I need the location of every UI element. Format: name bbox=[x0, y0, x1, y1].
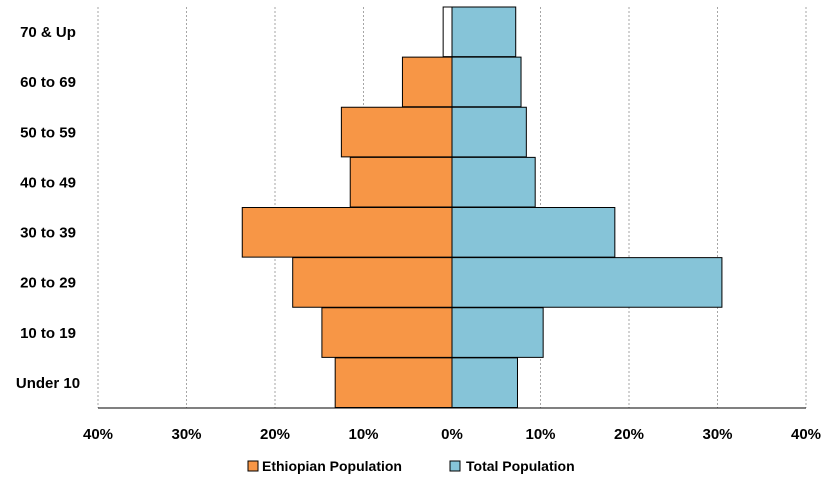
category-label-3: 30 to 39 bbox=[20, 225, 76, 242]
category-label-2: 20 to 29 bbox=[20, 275, 76, 292]
category-label-6: 60 to 69 bbox=[20, 74, 76, 91]
bar-total-1 bbox=[451, 307, 544, 358]
x-tick-label-0: 40% bbox=[83, 426, 113, 443]
legend-swatch-0 bbox=[247, 460, 259, 472]
axes bbox=[98, 7, 806, 409]
y-tick-labels: Under 10 10 to 19 20 to 29 30 to 39 40 to 49… bbox=[16, 24, 80, 392]
x-tick-labels: 40% 30% 20% 10% 0% 10% 20% 30% 40% bbox=[83, 426, 821, 443]
x-tick-label-6: 20% bbox=[614, 426, 644, 443]
legend: Ethiopian Population Total Population bbox=[247, 458, 575, 474]
bar-ethiopian-1 bbox=[321, 307, 453, 358]
bar-ethiopian-2 bbox=[292, 257, 453, 308]
bar-total-6 bbox=[451, 56, 522, 108]
category-label-1: 10 to 19 bbox=[20, 325, 76, 342]
bar-total-0 bbox=[451, 357, 518, 408]
bar-ethiopian-6 bbox=[401, 56, 453, 108]
category-label-0: Under 10 bbox=[16, 375, 80, 392]
bar-total-4 bbox=[451, 156, 536, 208]
legend-swatch-1 bbox=[449, 460, 461, 472]
bar-ethiopian-7 bbox=[442, 6, 453, 58]
bar-total-7 bbox=[451, 6, 517, 58]
bar-total-5 bbox=[451, 106, 527, 158]
x-tick-label-4: 0% bbox=[441, 426, 463, 443]
bar-total-2 bbox=[451, 257, 723, 308]
bar-total-3 bbox=[451, 207, 616, 258]
category-label-5: 50 to 59 bbox=[20, 124, 76, 141]
legend-label-0: Ethiopian Population bbox=[262, 458, 402, 474]
bars bbox=[241, 6, 723, 408]
x-tick-label-7: 30% bbox=[702, 426, 732, 443]
x-tick-label-5: 10% bbox=[525, 426, 555, 443]
x-tick-label-2: 20% bbox=[260, 426, 290, 443]
bar-ethiopian-5 bbox=[340, 106, 453, 158]
bar-ethiopian-0 bbox=[334, 357, 453, 408]
category-label-4: 40 to 49 bbox=[20, 174, 76, 191]
category-label-7: 70 & Up bbox=[20, 24, 76, 41]
x-tick-label-8: 40% bbox=[791, 426, 821, 443]
bar-ethiopian-3 bbox=[241, 207, 453, 258]
bar-ethiopian-4 bbox=[349, 156, 453, 208]
x-tick-label-1: 30% bbox=[171, 426, 201, 443]
x-tick-label-3: 10% bbox=[348, 426, 378, 443]
legend-label-1: Total Population bbox=[466, 458, 575, 474]
